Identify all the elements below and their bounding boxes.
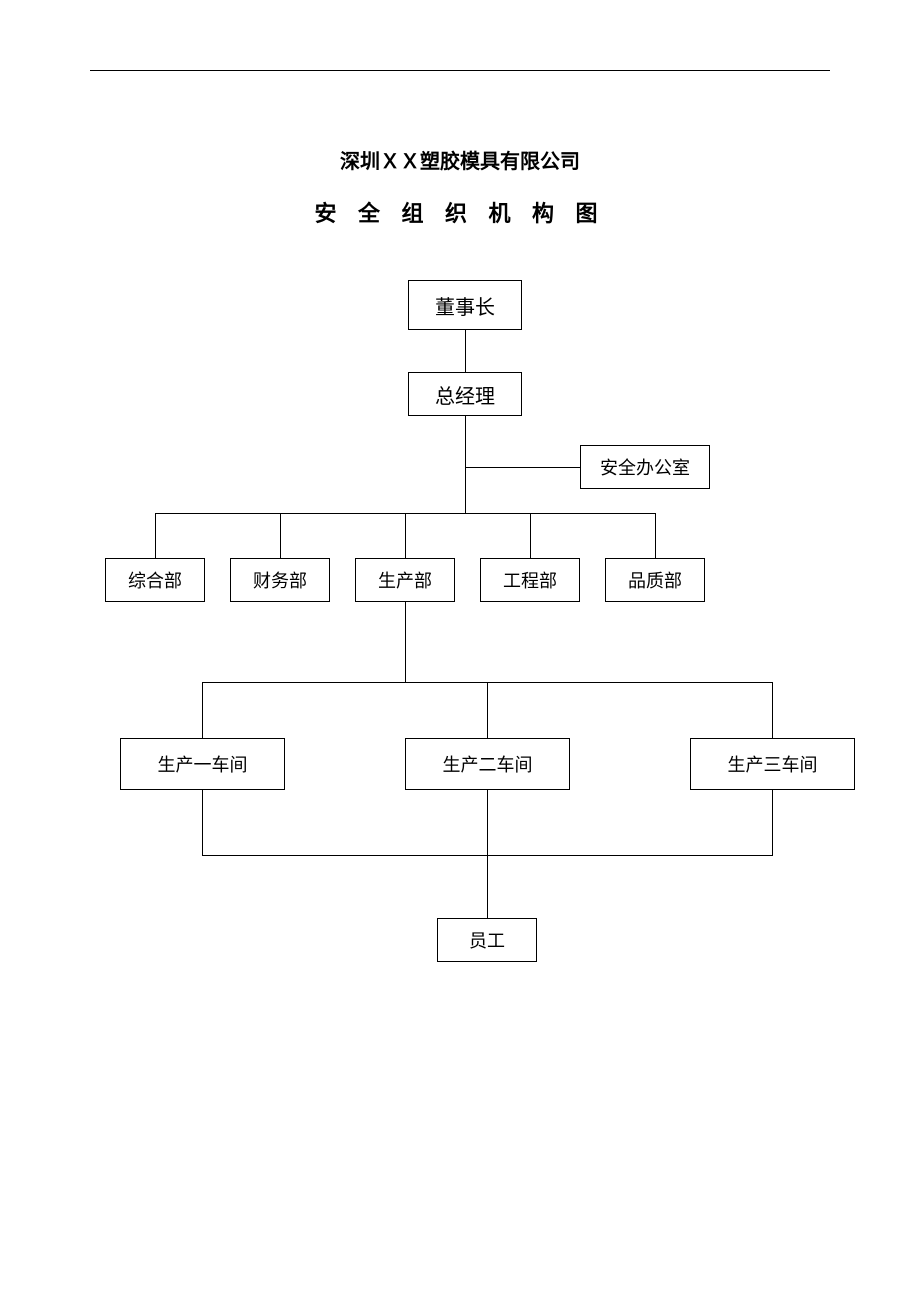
edge [405,602,406,682]
edge [465,330,466,372]
node-general-manager: 总经理 [408,372,522,416]
edge [530,513,531,558]
node-staff: 员工 [437,918,537,962]
edge [202,682,203,738]
edge [487,855,488,918]
edge [465,467,580,468]
edge [655,513,656,558]
node-dept-general: 综合部 [105,558,205,602]
edge [487,790,488,855]
company-name: 深圳ＸＸ塑胶模具有限公司 [0,145,920,174]
edge [487,682,488,738]
org-chart: 董事长 总经理 安全办公室 综合部 财务部 生产部 工程部 品质部 生产一车间 … [0,280,920,980]
edge [155,513,156,558]
edge [772,790,773,855]
document-title: 安 全 组 织 机 构 图 [0,196,920,228]
node-dept-production: 生产部 [355,558,455,602]
edge [202,790,203,855]
edge [465,416,466,513]
edge [405,513,406,558]
node-dept-finance: 财务部 [230,558,330,602]
header-rule [90,70,830,71]
node-workshop-1: 生产一车间 [120,738,285,790]
node-workshop-3: 生产三车间 [690,738,855,790]
node-workshop-2: 生产二车间 [405,738,570,790]
edge [772,682,773,738]
edge [280,513,281,558]
node-chairman: 董事长 [408,280,522,330]
node-dept-engineering: 工程部 [480,558,580,602]
node-dept-quality: 品质部 [605,558,705,602]
node-safety-office: 安全办公室 [580,445,710,489]
